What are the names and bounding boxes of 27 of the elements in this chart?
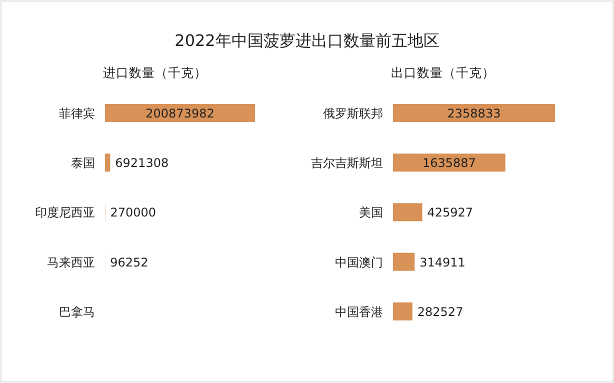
y-tick-label: 巴拿马 (59, 304, 95, 319)
y-tick-label: 中国香港 (335, 304, 383, 319)
y-tick-label: 俄罗斯联邦 (323, 106, 383, 120)
chart-subtitle: 进口数量（千克） (103, 65, 207, 80)
y-tick-label: 泰国 (71, 156, 95, 170)
y-tick-label: 吉尔吉斯斯坦 (311, 156, 383, 170)
data-label: 314911 (420, 255, 466, 270)
y-tick-label: 印度尼西亚 (35, 206, 95, 220)
bar (393, 104, 555, 122)
y-tick-label: 中国澳门 (335, 255, 383, 270)
data-label: 96252 (110, 255, 148, 270)
data-label: 282527 (417, 304, 464, 319)
data-label: 6921308 (115, 156, 169, 170)
y-tick-label: 菲律宾 (59, 106, 95, 120)
data-label: 270000 (110, 206, 156, 220)
bar (105, 154, 110, 172)
data-label: 2358833 (447, 106, 501, 120)
bar (393, 203, 422, 222)
data-label: 1635887 (422, 156, 476, 170)
y-tick-label: 马来西亚 (47, 255, 95, 270)
bar (393, 302, 412, 320)
data-label: 200873982 (146, 106, 214, 120)
text: 2022年中国菠萝进出口数量前五地区 (174, 31, 440, 50)
data-label: 425927 (427, 206, 474, 220)
chart-subtitle: 出口数量（千克） (391, 65, 495, 80)
y-tick-label: 美国 (359, 206, 383, 220)
bar (393, 252, 415, 271)
